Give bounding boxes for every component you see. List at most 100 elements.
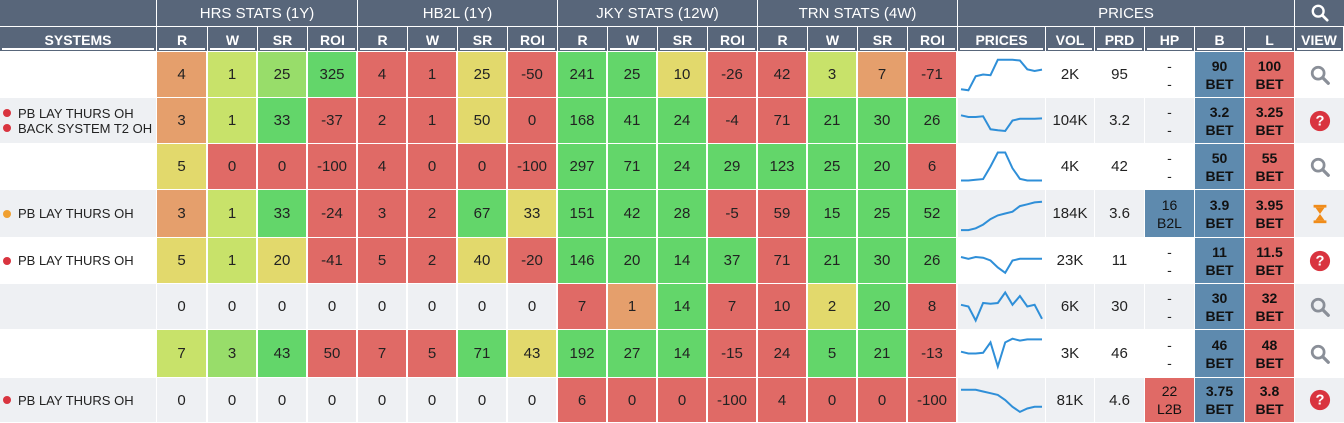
group-header: HRS STATS (1Y) [157,0,357,26]
lay-bet-button[interactable]: 55 BET [1245,144,1294,189]
view-button[interactable] [1295,144,1344,189]
systems-cell[interactable] [0,284,156,329]
systems-cell[interactable]: PB LAY THURS OH BACK SYSTEM T2 OH [0,98,156,143]
column-header[interactable]: B [1195,27,1244,51]
l-price-bottom: BET [1255,354,1284,371]
systems-cell[interactable]: PB LAY THURS OH [0,190,156,237]
system-tag[interactable]: PB LAY THURS OH [3,253,134,268]
column-header[interactable]: SR [258,27,307,51]
price-sparkline[interactable] [958,378,1045,422]
hp-cell[interactable]: 16 B2L [1145,190,1194,237]
back-bet-button[interactable]: 3.2 BET [1195,98,1244,143]
lay-bet-button[interactable]: 11.5 BET [1245,238,1294,283]
help-icon[interactable]: ? [1309,250,1331,272]
search-button[interactable] [1295,0,1344,26]
stat-cell: 24 [658,98,707,143]
l-price-top: 55 [1261,149,1278,166]
price-sparkline[interactable] [958,238,1045,283]
lay-bet-button[interactable]: 48 BET [1245,330,1294,377]
column-header[interactable]: R [157,27,207,51]
column-header[interactable]: ROI [308,27,357,51]
search-icon[interactable] [1309,156,1331,178]
stat-cell: -100 [508,144,557,189]
prd-cell: 95 [1095,52,1144,97]
price-sparkline[interactable] [958,52,1045,97]
column-header[interactable]: R [758,27,807,51]
stat-cell: 5 [157,238,207,283]
group-header: PRICES [958,0,1294,26]
column-header[interactable]: W [608,27,657,51]
column-header[interactable]: L [1245,27,1294,51]
stat-cell: 15 [808,190,857,237]
hp-cell: -- [1145,52,1194,97]
system-tag[interactable]: BACK SYSTEM T2 OH [3,121,152,136]
back-bet-button[interactable]: 3.75 BET [1195,378,1244,422]
stat-cell: 43 [508,330,557,377]
column-header[interactable]: PRICES [958,27,1045,51]
lay-bet-button[interactable]: 3.25 BET [1245,98,1294,143]
search-icon[interactable] [1311,4,1329,22]
hp-cell[interactable]: 22 L2B [1145,378,1194,422]
column-header[interactable]: SR [858,27,907,51]
back-bet-button[interactable]: 50 BET [1195,144,1244,189]
column-header[interactable]: R [558,27,607,51]
view-button[interactable] [1295,330,1344,377]
column-header[interactable]: SR [658,27,707,51]
stat-cell: -26 [708,52,757,97]
column-header[interactable]: ROI [908,27,957,51]
search-icon[interactable] [1309,64,1331,86]
back-bet-button[interactable]: 3.9 BET [1195,190,1244,237]
column-header[interactable]: ROI [508,27,557,51]
price-sparkline[interactable] [958,144,1045,189]
view-button[interactable]: ? [1295,378,1344,422]
column-header[interactable]: SYSTEMS [0,27,156,51]
help-icon[interactable]: ? [1309,389,1331,411]
systems-cell[interactable]: PB LAY THURS OH [0,238,156,283]
lay-bet-button[interactable]: 3.8 BET [1245,378,1294,422]
column-header[interactable]: W [808,27,857,51]
column-header[interactable]: R [358,27,407,51]
search-icon[interactable] [1309,296,1331,318]
systems-cell[interactable] [0,52,156,97]
back-bet-button[interactable]: 90 BET [1195,52,1244,97]
column-header[interactable]: HP [1145,27,1194,51]
search-icon[interactable] [1309,343,1331,365]
column-header[interactable]: PRD [1095,27,1144,51]
price-sparkline[interactable] [958,284,1045,329]
systems-cell[interactable]: PB LAY THURS OH [0,378,156,422]
column-header[interactable]: W [408,27,457,51]
view-button[interactable]: ? [1295,98,1344,143]
status-dot-icon [3,109,11,117]
hp-top: - [1167,149,1172,166]
view-button[interactable] [1295,284,1344,329]
column-header[interactable]: ROI [708,27,757,51]
column-header[interactable]: VOL [1046,27,1094,51]
column-header[interactable]: W [208,27,257,51]
stat-cell: 3 [208,330,257,377]
stat-cell: 7 [558,284,607,329]
lay-bet-button[interactable]: 3.95 BET [1245,190,1294,237]
systems-cell[interactable] [0,330,156,377]
view-button[interactable] [1295,190,1344,237]
lay-bet-button[interactable]: 32 BET [1245,284,1294,329]
back-bet-button[interactable]: 30 BET [1195,284,1244,329]
column-header[interactable]: VIEW [1295,27,1343,51]
hourglass-icon[interactable] [1309,203,1331,225]
system-tag[interactable]: PB LAY THURS OH [3,393,134,408]
price-sparkline[interactable] [958,330,1045,377]
price-sparkline[interactable] [958,98,1045,143]
system-tag[interactable]: PB LAY THURS OH [3,206,134,221]
price-sparkline[interactable] [958,190,1045,237]
status-dot-icon [3,209,11,218]
view-button[interactable] [1295,52,1344,97]
back-bet-button[interactable]: 46 BET [1195,330,1244,377]
systems-cell[interactable] [0,144,156,189]
help-icon[interactable]: ? [1309,110,1331,132]
lay-bet-button[interactable]: 100 BET [1245,52,1294,97]
column-header[interactable]: SR [458,27,507,51]
stat-cell: 2 [408,238,457,283]
stat-cell: -37 [308,98,357,143]
system-tag[interactable]: PB LAY THURS OH [3,106,134,121]
view-button[interactable]: ? [1295,238,1344,283]
back-bet-button[interactable]: 11 BET [1195,238,1244,283]
